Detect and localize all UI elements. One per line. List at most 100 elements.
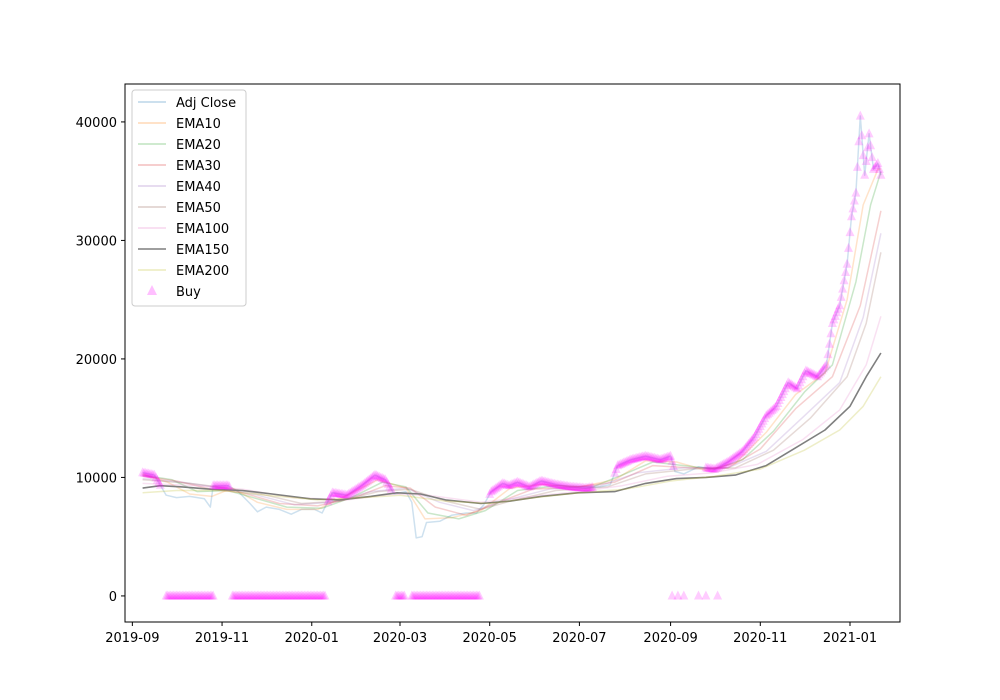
buy-marker [714, 461, 724, 471]
buy-marker [713, 462, 723, 472]
buy-marker [789, 381, 799, 391]
buy-marker [474, 590, 484, 600]
buy-marker [260, 590, 270, 600]
buy-marker [251, 590, 261, 600]
buy-marker [582, 482, 592, 492]
buy-marker [579, 482, 589, 492]
buy-marker [624, 454, 634, 464]
buy-marker [535, 476, 545, 486]
buy-marker [269, 590, 278, 600]
buy-marker [792, 383, 802, 393]
legend-label-ema150: EMA150 [176, 243, 229, 258]
buy-marker [833, 303, 843, 313]
buy-marker [652, 453, 662, 463]
buy-marker [194, 590, 203, 600]
buy-marker [317, 590, 327, 600]
buy-marker [530, 478, 540, 488]
buy-marker [724, 455, 734, 465]
legend-label-ema200: EMA200 [176, 264, 229, 279]
buy-marker [248, 590, 258, 600]
buy-marker [519, 479, 528, 489]
buy-marker [433, 590, 443, 600]
buy-marker [294, 590, 303, 600]
buy-marker [249, 590, 259, 600]
buy-marker [769, 403, 778, 413]
buy-marker [463, 590, 473, 600]
buy-marker [441, 590, 451, 600]
buy-marker [767, 405, 777, 414]
buy-marker [314, 590, 324, 600]
y-tick-label: 0 [109, 590, 117, 605]
legend-label-adj-close: Adj Close [176, 96, 236, 111]
buy-marker [727, 453, 737, 463]
buy-marker [641, 450, 651, 460]
buy-marker [382, 476, 392, 486]
buy-marker [197, 590, 206, 600]
buy-marker [214, 480, 224, 490]
buy-marker [242, 590, 252, 600]
buy-marker [367, 472, 377, 481]
buy-marker [407, 590, 417, 600]
buy-marker [866, 140, 876, 150]
buy-marker [283, 590, 293, 600]
legend-label-ema40: EMA40 [176, 180, 221, 195]
buy-marker [751, 429, 761, 439]
buy-marker [220, 480, 230, 490]
buy-marker [801, 365, 811, 375]
buy-marker [766, 406, 776, 416]
buy-marker [173, 590, 183, 600]
buy-marker [267, 590, 277, 600]
buy-marker [147, 469, 156, 479]
buy-marker [779, 386, 789, 396]
buy-marker [501, 479, 511, 489]
x-tick-label: 2020-09 [643, 631, 697, 646]
buy-marker [442, 590, 452, 600]
series-line-ema200 [142, 376, 882, 505]
buy-marker [551, 479, 561, 489]
buy-marker [429, 590, 439, 600]
buy-marker [719, 459, 728, 468]
buy-marker [538, 475, 548, 485]
buy-marker [855, 110, 865, 120]
buy-marker [573, 482, 583, 492]
buy-marker [574, 482, 584, 492]
buy-marker [557, 480, 567, 490]
buy-marker [744, 438, 753, 448]
buy-marker [245, 590, 255, 600]
buy-marker [739, 444, 749, 454]
buy-marker [155, 479, 165, 489]
buy-marker [192, 590, 202, 600]
buy-marker [507, 479, 517, 489]
buy-marker [873, 158, 883, 167]
buy-marker [305, 590, 315, 600]
buy-marker [489, 484, 499, 494]
buy-marker [663, 451, 673, 461]
buy-marker [491, 483, 501, 493]
buy-marker [811, 370, 821, 380]
buy-marker [852, 161, 862, 171]
buy-marker [722, 457, 731, 467]
buy-marker [863, 142, 873, 152]
buy-marker [264, 590, 274, 600]
buy-marker [354, 482, 364, 491]
buy-marker [798, 371, 808, 381]
legend-label-ema10: EMA10 [176, 117, 221, 132]
buy-marker [377, 473, 387, 482]
buy-marker [452, 590, 462, 600]
buy-marker [311, 590, 321, 600]
buy-marker [177, 590, 187, 600]
buy-marker [201, 590, 211, 600]
buy-marker [369, 470, 378, 480]
buy-marker [432, 590, 442, 600]
buy-marker [457, 590, 467, 600]
buy-marker [376, 472, 386, 482]
buy-marker [660, 452, 670, 462]
buy-marker [741, 442, 751, 452]
buy-marker [301, 590, 311, 600]
buy-marker [629, 453, 639, 463]
buy-marker [485, 488, 495, 498]
buy-marker [254, 590, 264, 600]
buy-marker [807, 368, 817, 378]
buy-marker [764, 407, 774, 417]
buy-marker [258, 590, 268, 600]
